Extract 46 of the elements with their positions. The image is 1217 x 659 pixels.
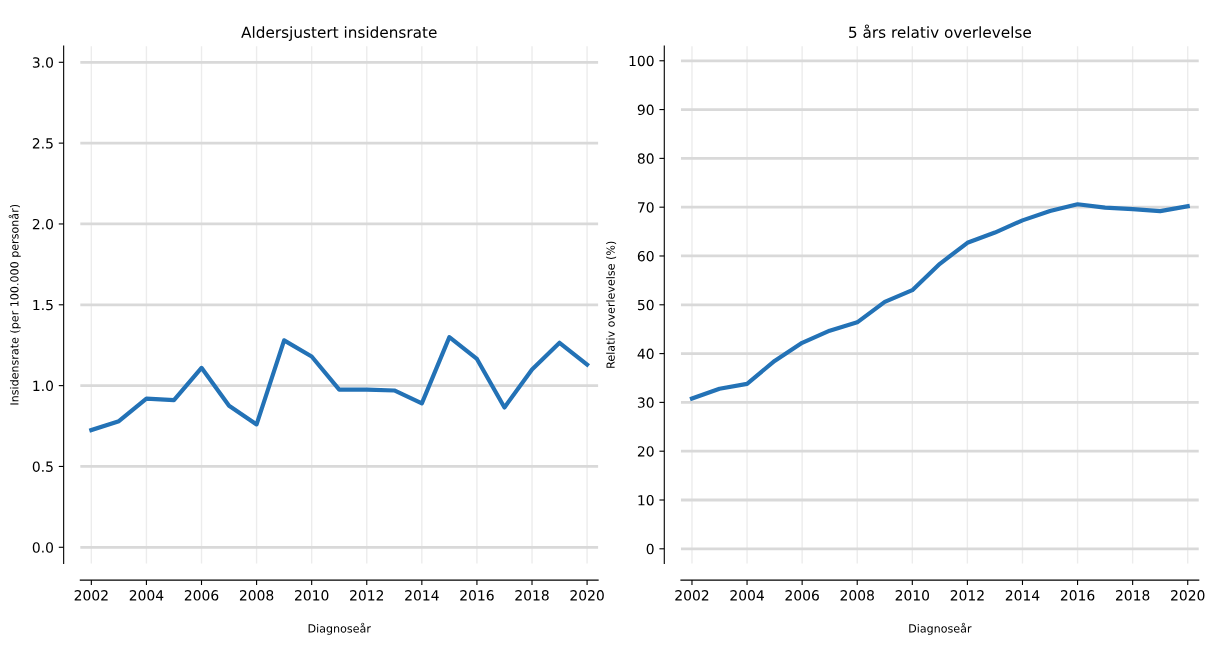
x-tick-label: 2008 [840, 590, 874, 601]
y-tick-label: 1.5 [33, 299, 53, 311]
y-tick-label: 30 [637, 397, 654, 408]
x-tick-label: 2016 [1060, 590, 1095, 601]
y-tick-label: 60 [637, 250, 654, 262]
y-tick-label: 0.5 [32, 461, 53, 472]
y-tick-label: 40 [637, 348, 654, 360]
x-tick-label: 2004 [129, 590, 164, 601]
x-tick-label: 2012 [350, 590, 384, 601]
y-tick-label: 2.0 [32, 218, 54, 230]
x-tick-label: 2008 [239, 590, 274, 601]
y-tick-label: 80 [637, 153, 654, 164]
chart-title: Aldersjustert insidensrate [241, 26, 437, 41]
line-series [89, 335, 590, 433]
x-tick-label: 2010 [295, 590, 329, 601]
x-tick-label: 2020 [1171, 590, 1205, 601]
x-tick-label: 2018 [1115, 590, 1150, 601]
y-tick-label: 50 [637, 299, 654, 311]
y-tick-label: 0.0 [32, 542, 54, 553]
x-tick-label: 2006 [184, 590, 219, 601]
x-axis-title: Diagnoseår [308, 622, 371, 635]
y-tick-label: 20 [637, 446, 654, 457]
x-tick-label: 2002 [74, 590, 108, 601]
x-tick-label: 2004 [730, 590, 764, 601]
y-tick-label: 10 [638, 494, 654, 506]
x-tick-label: 2020 [570, 590, 604, 601]
y-tick-label: 90 [637, 104, 654, 116]
x-tick-label: 2016 [460, 590, 494, 601]
y-tick-label: 0 [646, 543, 654, 555]
chart-title: 5 års relativ overlevelse [849, 24, 1031, 39]
line-series [689, 202, 1190, 401]
x-tick-label: 2012 [950, 590, 984, 601]
y-tick-label: 2.5 [32, 138, 53, 149]
y-tick-label: 1.0 [33, 380, 54, 392]
y-axis-title: Insidensrate (per 100.000 personår) [8, 204, 21, 405]
y-tick-label: 70 [638, 202, 654, 213]
y-axis-title: Relativ overlevelse (%) [606, 241, 617, 368]
y-tick-label: 100 [629, 55, 654, 67]
x-tick-label: 2014 [405, 590, 439, 601]
x-tick-label: 2010 [895, 590, 930, 601]
x-tick-label: 2014 [1005, 590, 1040, 601]
y-tick-label: 3.0 [32, 57, 54, 68]
x-tick-label: 2018 [515, 590, 549, 601]
x-tick-label: 2002 [675, 590, 709, 601]
x-tick-label: 2006 [785, 590, 819, 601]
x-axis-title: Diagnoseår [909, 622, 972, 635]
